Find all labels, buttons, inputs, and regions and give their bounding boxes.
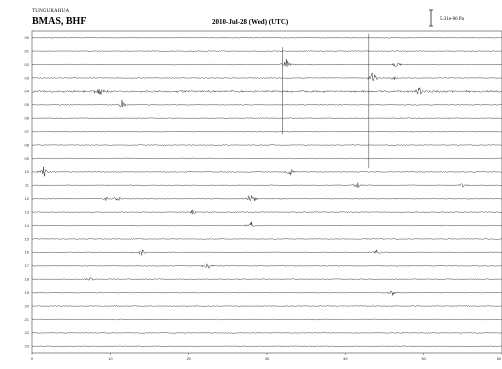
y-tick-1: 01: [25, 48, 30, 53]
trace-row-6: [31, 117, 502, 120]
trace-row-14: [31, 221, 502, 227]
network-label: TUNGURAHUA: [32, 9, 69, 14]
trace-row-10: [31, 166, 502, 177]
trace-row-16: [31, 249, 502, 256]
y-tick-3: 03: [25, 75, 30, 80]
y-tick-10: 10: [25, 169, 30, 174]
y-tick-14: 14: [25, 223, 30, 228]
y-tick-15: 15: [25, 236, 30, 241]
trace-row-21: [31, 318, 502, 321]
trace-row-0: [31, 36, 502, 39]
trace-row-13: [31, 209, 502, 215]
x-tick-6: 60: [497, 356, 502, 361]
x-tick-4: 40: [343, 356, 348, 361]
x-tick-5: 50: [421, 356, 426, 361]
y-tick-0: 00: [25, 35, 30, 40]
date-title: 2010-Jul-28 (Wed) (UTC): [212, 18, 289, 26]
trace-row-19: [31, 290, 502, 296]
y-tick-19: 19: [25, 290, 30, 295]
trace-row-9: [31, 157, 502, 160]
trace-row-4: [31, 86, 502, 95]
trace-row-12: [31, 194, 502, 202]
x-tick-3: 30: [265, 356, 270, 361]
y-tick-22: 22: [25, 330, 30, 335]
x-tick-1: 10: [108, 356, 113, 361]
y-tick-23: 23: [25, 344, 30, 349]
y-tick-21: 21: [25, 317, 30, 322]
trace-row-18: [31, 276, 502, 281]
scale-bar: 5.31e-06 Pa: [429, 9, 465, 27]
y-tick-7: 07: [25, 129, 30, 134]
y-tick-8: 08: [25, 142, 30, 147]
y-tick-20: 20: [25, 303, 30, 308]
trace-row-8: [31, 144, 502, 146]
y-tick-13: 13: [25, 209, 30, 214]
x-tick-2: 20: [186, 356, 191, 361]
y-tick-12: 12: [25, 196, 30, 201]
trace-row-11: [31, 182, 502, 188]
trace-row-22: [31, 332, 502, 334]
y-tick-17: 17: [25, 263, 30, 268]
y-tick-4: 04: [25, 89, 30, 94]
y-tick-labels: 00 01 02 03 04 05 06 07 08 09 10 11 12 13 14 15 16 17 18 19…: [25, 35, 30, 349]
trace-row-17: [31, 263, 502, 270]
trace-row-15: [31, 238, 502, 240]
station-label: BMAS, BHF: [32, 16, 86, 27]
trace-row-3: [31, 72, 502, 82]
y-tick-16: 16: [25, 250, 30, 255]
x-tick-0: 0: [31, 356, 34, 361]
y-tick-18: 18: [25, 277, 30, 282]
trace-group: [31, 33, 502, 348]
trace-row-23: [31, 345, 502, 348]
x-tick-labels: 0 10 20 30 40 50 60: [31, 353, 502, 361]
trace-row-1: [31, 50, 502, 52]
trace-row-2: [31, 59, 502, 67]
y-tick-11: 11: [25, 183, 30, 188]
plot-frame: [31, 30, 502, 354]
y-tick-2: 02: [25, 62, 30, 67]
scale-label: 5.31e-06 Pa: [440, 17, 465, 22]
trace-row-20: [31, 305, 502, 307]
y-tick-5: 05: [25, 102, 30, 107]
y-tick-6: 06: [25, 116, 30, 121]
trace-row-7: [31, 130, 502, 133]
trace-row-5: [31, 100, 502, 108]
y-tick-9: 09: [25, 156, 30, 161]
